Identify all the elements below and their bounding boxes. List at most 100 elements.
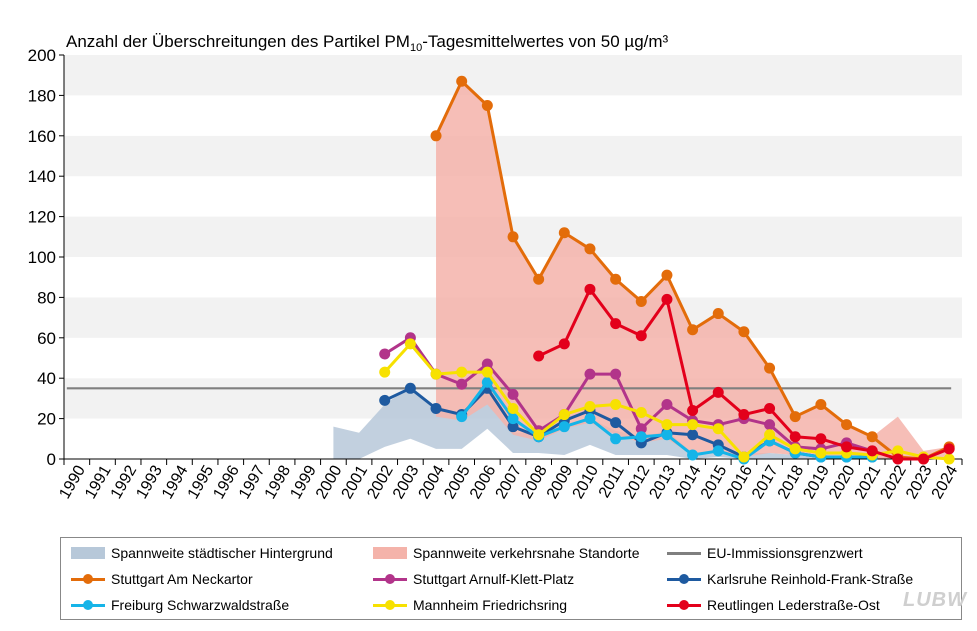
chart-title: Anzahl der Überschreitungen des Partikel… [66, 32, 669, 54]
x-tick-label: 2007 [493, 463, 526, 502]
data-point [892, 445, 904, 457]
legend-label: EU-Immissionsgrenzwert [707, 545, 863, 561]
data-point [481, 100, 493, 111]
data-point [943, 453, 955, 465]
data-point [635, 431, 647, 443]
data-point [430, 368, 442, 380]
data-point [789, 443, 801, 455]
legend-swatch-reutlingen [667, 599, 701, 611]
data-point [558, 227, 570, 239]
data-point [918, 453, 930, 465]
x-tick-label: 2012 [621, 463, 654, 502]
data-point [558, 338, 570, 350]
legend-label: Stuttgart Arnulf-Klett-Platz [413, 571, 575, 587]
x-tick-label: 2008 [518, 463, 551, 502]
data-point [661, 398, 673, 410]
chart-title-unit: -Tagesmittelwertes von 50 µg/m³ [422, 32, 668, 51]
data-point [558, 409, 570, 421]
x-tick-label: 1992 [108, 463, 141, 502]
data-point [712, 386, 724, 398]
legend-swatch-limit [667, 547, 701, 559]
x-tick-label: 1998 [262, 463, 295, 502]
data-point [815, 398, 827, 410]
data-point [456, 75, 468, 87]
legend-swatch-stuttgart-neckartor [71, 573, 105, 585]
data-point [815, 433, 827, 445]
legend-label: Stuttgart Am Neckartor [111, 571, 253, 587]
legend-label: Freiburg Schwarzwaldstraße [111, 597, 290, 613]
legend-swatch-band-hintergrund [71, 547, 105, 559]
x-tick-label: 2000 [313, 463, 346, 502]
data-point [404, 382, 416, 394]
legend-item-stuttgart-arnulf-klett: Stuttgart Arnulf-Klett-Platz [367, 568, 574, 590]
data-point [866, 431, 878, 443]
data-point [764, 429, 776, 441]
data-point [841, 419, 853, 431]
bg-stripe [64, 135, 962, 177]
data-point [610, 433, 622, 445]
legend-swatch-mannheim [373, 599, 407, 611]
legend-item-limit: EU-Immissionsgrenzwert [661, 542, 863, 564]
y-tick-label: 60 [37, 329, 56, 348]
band-area [436, 81, 950, 459]
x-tick-label: 2001 [339, 463, 372, 502]
x-tick-label: 2013 [647, 463, 680, 502]
data-point [430, 130, 442, 142]
legend: Spannweite städtischer Hintergrund Spann… [60, 537, 962, 620]
data-point [712, 308, 724, 320]
legend-label: Spannweite städtischer Hintergrund [111, 545, 333, 561]
data-point [892, 453, 904, 465]
x-tick-label: 1995 [185, 463, 218, 502]
legend-item-stuttgart-neckartor: Stuttgart Am Neckartor [65, 568, 253, 590]
x-tick-label: 1994 [159, 463, 192, 502]
legend-label: Karlsruhe Reinhold-Frank-Straße [707, 571, 914, 587]
data-point [456, 378, 468, 390]
data-point [584, 283, 596, 295]
data-point [738, 326, 750, 338]
data-point [430, 403, 442, 414]
y-tick-label: 0 [47, 450, 56, 469]
data-point [610, 417, 622, 429]
series-lines [379, 75, 955, 465]
data-point [481, 366, 493, 378]
data-point [610, 398, 622, 410]
x-tick-label: 2010 [570, 463, 603, 502]
data-point [507, 403, 519, 414]
data-point [661, 293, 673, 305]
legend-item-reutlingen: Reutlingen Lederstraße-Ost [661, 594, 880, 616]
legend-item-mannheim: Mannheim Friedrichsring [367, 594, 567, 616]
data-point [841, 441, 853, 453]
bg-stripe [64, 55, 962, 96]
data-point [481, 376, 493, 388]
y-tick-label: 160 [28, 127, 56, 146]
data-point [738, 451, 750, 463]
data-point [533, 429, 545, 441]
legend-label: Spannweite verkehrsnahe Standorte [413, 545, 640, 561]
data-point [661, 429, 673, 441]
data-point [661, 269, 673, 281]
data-point [610, 318, 622, 330]
legend-item-band-verkehr: Spannweite verkehrsnahe Standorte [367, 542, 639, 564]
x-tick-label: 2004 [416, 463, 449, 502]
chart-title-subscript: 10 [410, 42, 422, 54]
y-tick-label: 180 [28, 86, 56, 105]
data-point [738, 409, 750, 421]
data-point [404, 338, 416, 350]
data-point [712, 423, 724, 435]
x-tick-label: 2018 [775, 463, 808, 502]
legend-swatch-band-verkehr [373, 547, 407, 559]
x-tick-label: 2022 [877, 463, 910, 502]
x-tick-label: 1999 [287, 463, 320, 502]
bg-stripe [64, 176, 962, 217]
x-tick-label: 1996 [210, 463, 243, 502]
data-point [764, 403, 776, 414]
data-point [507, 413, 519, 425]
data-point [456, 411, 468, 423]
x-tick-label: 2019 [800, 463, 833, 502]
x-tick-label: 2015 [698, 463, 731, 502]
data-point [943, 443, 955, 455]
legend-label: Reutlingen Lederstraße-Ost [707, 597, 880, 613]
data-point [866, 445, 878, 457]
data-point [610, 368, 622, 380]
x-tick-label: 2017 [749, 463, 782, 502]
